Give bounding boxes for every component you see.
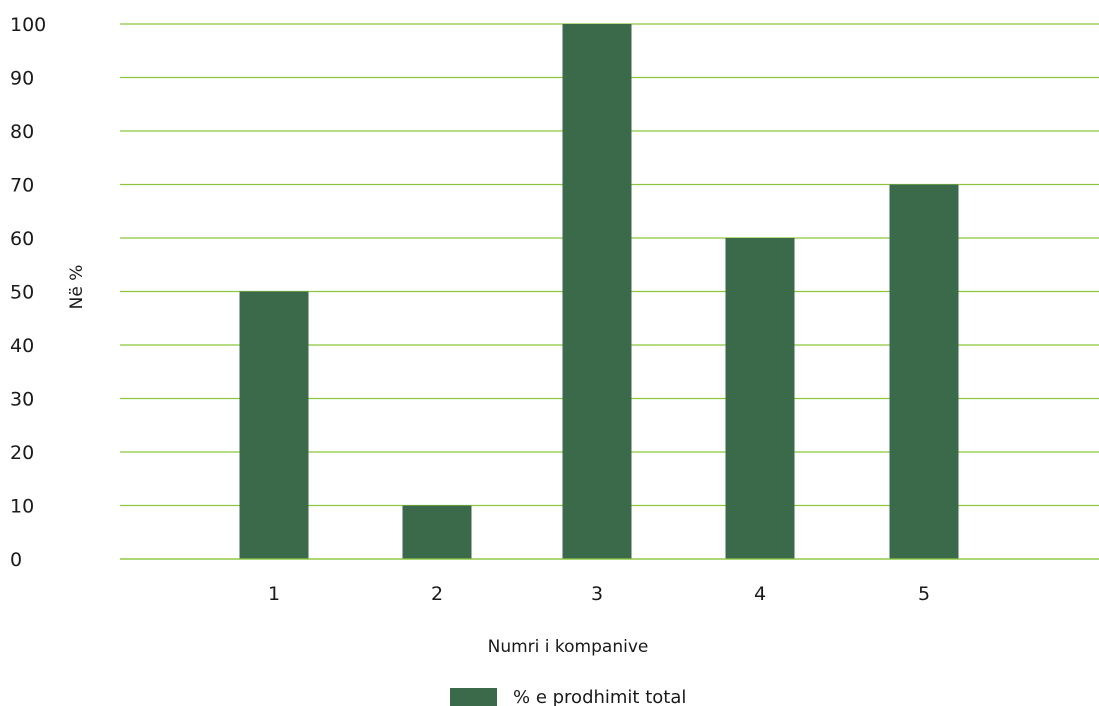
bar — [725, 238, 795, 559]
y-tick-label: 10 — [10, 496, 34, 518]
y-axis-ticks: 0 10 20 30 40 50 60 70 80 90 100 — [10, 14, 46, 571]
x-axis-title: Numri i kompanive — [488, 637, 649, 657]
y-tick-label: 30 — [10, 389, 34, 411]
x-tick-label: 1 — [268, 583, 280, 605]
x-tick-label: 5 — [918, 583, 930, 605]
legend-swatch — [450, 688, 497, 706]
bar — [562, 24, 632, 559]
bar — [239, 291, 309, 559]
bar — [402, 505, 472, 559]
y-tick-label: 40 — [10, 335, 34, 357]
x-tick-label: 3 — [591, 583, 603, 605]
bar — [889, 184, 959, 559]
y-tick-label: 90 — [10, 68, 34, 90]
bars — [120, 24, 1099, 560]
y-tick-label: 80 — [10, 121, 34, 143]
x-tick-label: 4 — [754, 583, 766, 605]
legend-label: % e prodhimit total — [513, 687, 686, 706]
y-tick-label: 60 — [10, 228, 34, 250]
x-axis-ticks: 1 2 3 4 5 — [268, 583, 930, 605]
y-axis-title: Në % — [67, 265, 87, 310]
legend: % e prodhimit total — [450, 687, 686, 706]
y-tick-label: 50 — [10, 282, 34, 304]
y-tick-label: 70 — [10, 175, 34, 197]
x-tick-label: 2 — [431, 583, 443, 605]
y-tick-label: 20 — [10, 442, 34, 464]
y-tick-label: 0 — [10, 549, 22, 571]
y-tick-label: 100 — [10, 14, 46, 36]
